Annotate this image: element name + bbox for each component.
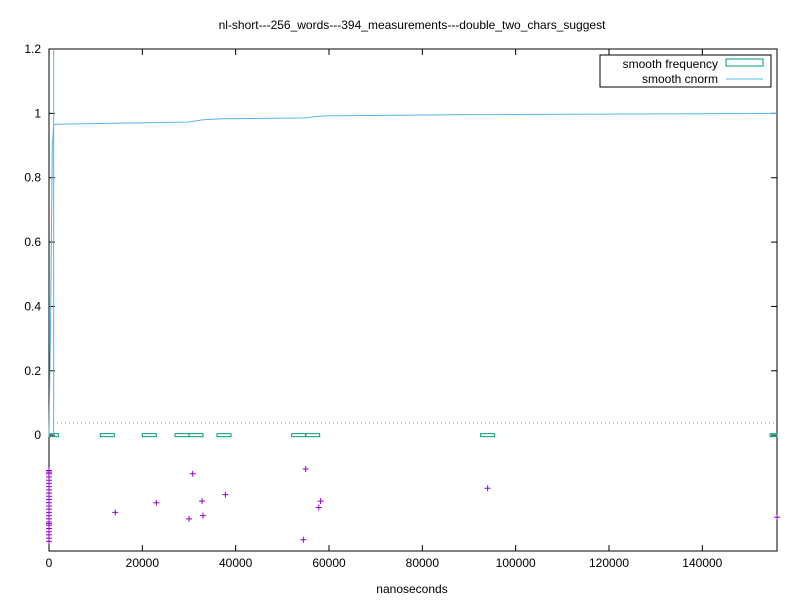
y-tick-label: 0: [34, 428, 41, 442]
measurement-point: [300, 536, 307, 543]
legend-swatch-smooth-frequency: [725, 58, 764, 67]
y-tick-label: 0.6: [24, 235, 41, 249]
x-tick-label: 60000: [312, 556, 346, 570]
y-tick-label: 0.4: [24, 299, 41, 313]
frequency-box: [480, 433, 496, 438]
plot-frame: [48, 48, 778, 552]
frequency-box: [216, 433, 232, 438]
measurement-point: [484, 485, 491, 492]
measurement-point: [46, 469, 52, 476]
x-axis-ticks: 0 20000 40000 60000 80000 100000 120000 140000: [46, 49, 723, 570]
y-tick-label: 1.2: [24, 42, 41, 56]
x-tick-label: 0: [46, 556, 53, 570]
y-tick-label: 0.2: [24, 364, 41, 378]
legend-label-smooth-frequency: smooth frequency: [623, 57, 718, 71]
measurement-point: [199, 498, 206, 505]
x-tick-label: 80000: [406, 556, 440, 570]
frequency-box: [174, 433, 190, 438]
measurement-point: [774, 514, 780, 521]
measurement-point: [46, 520, 52, 527]
y-axis-ticks: 0 0.2 0.4 0.6 0.8 1 1.2: [24, 42, 777, 442]
x-tick-label: 140000: [682, 556, 722, 570]
frequency-box: [291, 433, 307, 438]
frequency-box: [188, 433, 204, 438]
measurement-point: [189, 470, 196, 477]
legend-frame: [599, 54, 772, 88]
frequency-box: [99, 433, 115, 438]
frequency-box: [305, 433, 321, 438]
measurement-point: [200, 512, 206, 519]
series-layer: [46, 49, 780, 545]
y-tick-label: 1: [34, 106, 41, 120]
measurement-point: [317, 498, 324, 505]
measurement-point: [302, 465, 309, 472]
x-tick-label: 100000: [496, 556, 536, 570]
x-tick-label: 120000: [589, 556, 629, 570]
measurement-point: [315, 504, 322, 511]
measurement-point: [186, 515, 192, 522]
x-tick-label: 20000: [126, 556, 160, 570]
cnorm-line: [48, 112, 778, 436]
x-tick-label: 40000: [219, 556, 253, 570]
frequency-box: [769, 433, 778, 438]
legend: smooth frequency smooth cnorm: [599, 54, 772, 88]
x-axis-label: nanoseconds: [376, 582, 447, 596]
legend-label-smooth-cnorm: smooth cnorm: [642, 72, 718, 86]
y-tick-label: 0.8: [24, 171, 41, 185]
frequency-box: [141, 433, 157, 438]
measurement-point: [153, 499, 160, 506]
measurement-point: [222, 491, 229, 498]
chart-title: nl-short---256_words---394_measurements-…: [219, 18, 607, 32]
measurement-point: [112, 509, 119, 516]
measurement-point: [46, 538, 52, 545]
